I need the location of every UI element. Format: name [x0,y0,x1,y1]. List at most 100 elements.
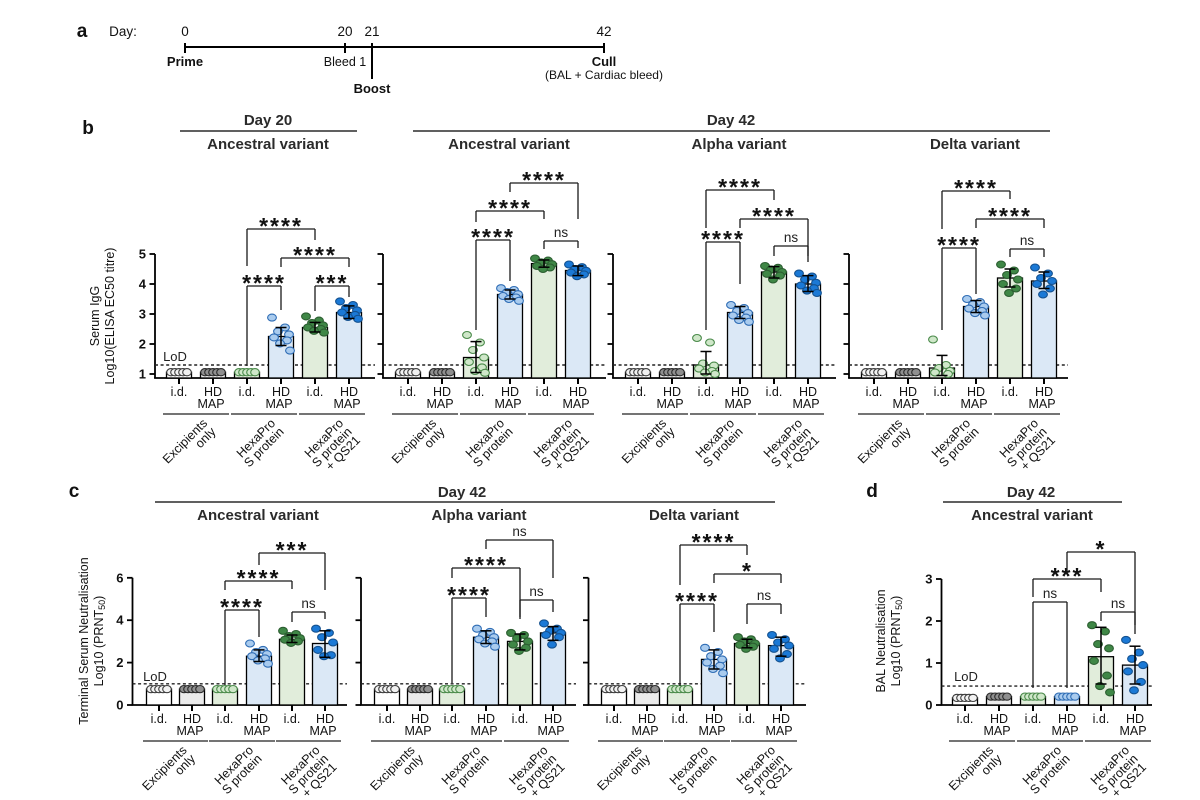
svg-text:LoD: LoD [954,669,978,684]
svg-text:MAP: MAP [724,397,751,411]
svg-text:2: 2 [139,337,146,352]
svg-text:MAP: MAP [960,397,987,411]
svg-text:21: 21 [364,24,379,39]
svg-text:Ancestral variant: Ancestral variant [971,507,1093,524]
svg-text:5: 5 [139,247,146,262]
svg-text:Cull: Cull [592,54,617,69]
svg-text:MAP: MAP [494,397,521,411]
svg-text:ns: ns [529,584,544,599]
svg-text:MAP: MAP [537,724,564,738]
svg-text:42: 42 [596,24,611,39]
svg-text:d: d [866,481,878,502]
svg-text:i.d.: i.d. [866,385,883,399]
svg-text:***: *** [1051,563,1084,589]
svg-text:Log10 (PRNT50): Log10 (PRNT50) [889,596,904,687]
svg-text:c: c [69,481,80,502]
svg-text:BAL Neutralisation: BAL Neutralisation [874,589,888,692]
svg-text:ns: ns [1111,596,1126,611]
svg-text:ns: ns [784,230,799,245]
svg-text:****: **** [447,582,491,608]
svg-text:HD: HD [1126,712,1144,726]
svg-text:Alpha variant: Alpha variant [431,507,526,524]
svg-text:HD: HD [731,385,749,399]
svg-text:MAP: MAP [983,724,1010,738]
svg-text:2: 2 [116,655,123,670]
svg-text:HD: HD [569,385,587,399]
svg-text:Day 20: Day 20 [244,112,292,129]
svg-text:HD: HD [544,712,562,726]
svg-text:i.d.: i.d. [739,712,756,726]
svg-text:****: **** [954,175,998,201]
svg-text:***: *** [276,537,309,563]
svg-text:HD: HD [411,712,429,726]
svg-text:MAP: MAP [1051,724,1078,738]
svg-text:i.d.: i.d. [957,712,974,726]
svg-text:6: 6 [116,570,123,585]
svg-text:*: * [1096,536,1107,562]
svg-text:HD: HD [477,712,495,726]
svg-text:MAP: MAP [562,397,589,411]
svg-text:****: **** [259,213,303,239]
svg-text:****: **** [718,174,762,200]
svg-text:****: **** [988,203,1032,229]
svg-text:Ancestral variant: Ancestral variant [207,136,329,153]
svg-text:HD: HD [772,712,790,726]
svg-text:0: 0 [116,698,123,713]
svg-text:(BAL + Cardiac bleed): (BAL + Cardiac bleed) [545,68,663,82]
svg-text:HD: HD [967,385,985,399]
svg-text:***: *** [316,270,349,296]
svg-text:3: 3 [139,307,146,322]
svg-text:****: **** [522,167,566,193]
svg-text:MAP: MAP [176,724,203,738]
svg-text:HD: HD [433,385,451,399]
svg-text:i.d.: i.d. [1093,712,1110,726]
svg-text:i.d.: i.d. [1025,712,1042,726]
svg-text:i.d.: i.d. [1002,385,1019,399]
svg-text:Day:: Day: [109,24,137,39]
svg-text:MAP: MAP [404,724,431,738]
svg-text:i.d.: i.d. [284,712,301,726]
svg-text:MAP: MAP [1028,397,1055,411]
svg-text:Delta variant: Delta variant [649,507,739,524]
svg-text:b: b [82,118,94,139]
svg-text:LoD: LoD [143,669,167,684]
svg-text:i.d.: i.d. [239,385,256,399]
svg-text:****: **** [488,195,532,221]
svg-text:ns: ns [554,225,569,240]
svg-text:i.d.: i.d. [307,385,324,399]
svg-text:20: 20 [337,24,352,39]
svg-text:MAP: MAP [426,397,453,411]
svg-text:Boost: Boost [354,81,392,96]
svg-text:HD: HD [272,385,290,399]
svg-text:0: 0 [181,24,189,39]
svg-text:****: **** [237,565,281,591]
svg-text:Ancestral variant: Ancestral variant [448,136,570,153]
svg-text:Alpha variant: Alpha variant [691,136,786,153]
svg-text:1: 1 [925,656,932,671]
svg-text:MAP: MAP [265,397,292,411]
svg-text:MAP: MAP [243,724,270,738]
svg-text:ns: ns [512,524,527,539]
svg-text:****: **** [242,270,286,296]
svg-text:i.d.: i.d. [934,385,951,399]
svg-text:****: **** [293,242,337,268]
svg-text:HD: HD [1058,712,1076,726]
svg-text:****: **** [937,232,981,258]
svg-text:HD: HD [250,712,268,726]
svg-text:Day 42: Day 42 [707,112,755,129]
svg-text:i.d.: i.d. [151,712,168,726]
svg-text:****: **** [220,594,264,620]
svg-text:0: 0 [925,698,932,713]
svg-text:MAP: MAP [631,724,658,738]
svg-text:HD: HD [340,385,358,399]
svg-text:****: **** [675,588,719,614]
svg-text:MAP: MAP [333,397,360,411]
svg-text:i.d.: i.d. [379,712,396,726]
svg-text:i.d.: i.d. [766,385,783,399]
svg-text:HD: HD [705,712,723,726]
svg-text:i.d.: i.d. [536,385,553,399]
svg-text:ns: ns [1043,586,1058,601]
svg-text:MAP: MAP [656,397,683,411]
svg-text:i.d.: i.d. [171,385,188,399]
svg-text:Delta variant: Delta variant [930,136,1020,153]
